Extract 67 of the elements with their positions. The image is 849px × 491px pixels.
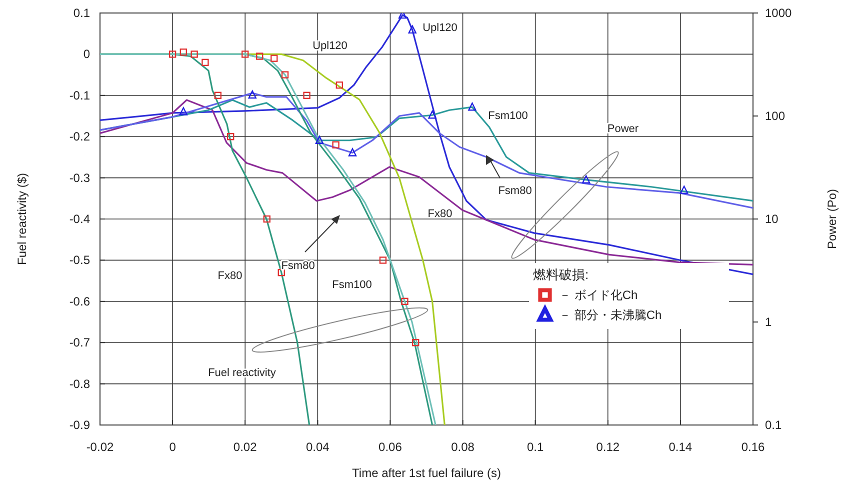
point: [168, 50, 176, 58]
x-tick-label: 0: [169, 440, 176, 454]
point: [180, 48, 188, 56]
point: [336, 82, 344, 89]
annotation: Upl120: [422, 22, 458, 34]
point: [281, 71, 289, 78]
point: [190, 50, 198, 58]
y-tick-label: -0.1: [69, 88, 90, 102]
point: [270, 54, 278, 62]
point: [428, 110, 436, 119]
point: [408, 25, 416, 34]
x-tick-label: 0.04: [306, 440, 330, 454]
x-tick-label: 0.12: [596, 440, 620, 454]
y-tick-label: -0.7: [69, 336, 90, 350]
point: [214, 92, 222, 99]
point: [582, 175, 590, 184]
point: [315, 136, 324, 144]
y2-tick-label: 100: [765, 109, 786, 123]
y2-tick-label: 1000: [765, 6, 792, 20]
y-tick-label: -0.8: [69, 376, 90, 391]
x-tick-label: 0.06: [378, 440, 402, 454]
annotation: Power: [607, 123, 639, 135]
annotation: Fsm80: [281, 260, 315, 272]
point: [401, 298, 408, 305]
x-tick-label: 0.16: [741, 440, 765, 454]
annotation: Fsm100: [332, 279, 372, 291]
legend-label: － ボイド化Ch: [559, 288, 638, 302]
point: [332, 141, 340, 148]
point: [468, 102, 476, 111]
annotation: Fx80: [218, 270, 242, 282]
point: [179, 107, 188, 116]
y-tick-label: -0.6: [69, 294, 90, 308]
point: [680, 186, 688, 194]
point: [278, 268, 285, 276]
point: [242, 50, 249, 58]
point: [263, 215, 270, 223]
annotation: Fsm100: [488, 110, 528, 122]
legend-label: － 部分・未沸騰Ch: [559, 308, 662, 322]
y-tick-label: 0: [83, 47, 90, 62]
y-tick-label: -0.2: [69, 130, 90, 144]
annotation: Fsm80: [498, 185, 532, 197]
point: [379, 256, 387, 264]
y-tick-label: -0.5: [69, 253, 90, 268]
point: [412, 339, 420, 346]
y-tick-label: -0.3: [69, 170, 90, 185]
point: [303, 92, 310, 99]
y2-tick-label: 10: [765, 212, 779, 226]
y2-axis-title: Power (Po): [825, 188, 839, 250]
point: [248, 90, 256, 99]
y-tick-label: -0.9: [69, 418, 90, 432]
point: [256, 52, 264, 60]
y2-tick-label: 1: [765, 315, 772, 329]
x-tick-label: 0.08: [451, 440, 475, 454]
point: [227, 133, 234, 140]
annotation: Fx80: [428, 208, 452, 220]
y-tick-label: -0.4: [69, 212, 90, 226]
point: [202, 58, 209, 66]
x-tick-label: 0.1: [526, 440, 544, 454]
y2-tick-label: 0.1: [765, 418, 782, 432]
y-axis-title: Fuel reactivity ($): [15, 172, 29, 266]
x-tick-label: 0.14: [668, 440, 692, 454]
x-tick-label: -0.02: [86, 440, 114, 454]
y-tick-label: 0.1: [73, 6, 90, 20]
legend-title: 燃料破損:: [533, 267, 589, 282]
x-axis-title: Time after 1st fuel failure (s): [352, 466, 501, 480]
point: [348, 148, 357, 156]
x-tick-label: 0.02: [233, 440, 258, 454]
